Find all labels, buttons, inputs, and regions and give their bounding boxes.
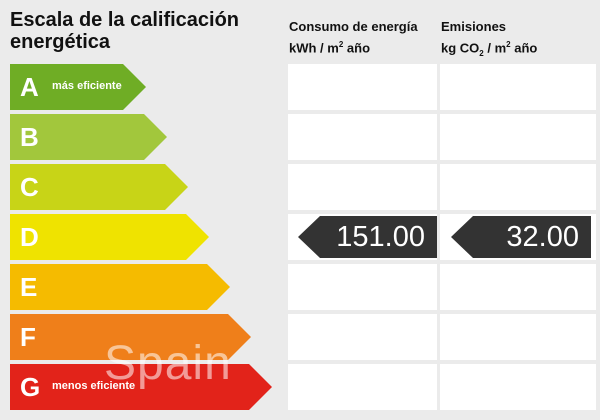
energy-cell [288, 64, 437, 110]
band-letter: B [20, 122, 39, 152]
energy-unit: kWh / m2 año [289, 40, 371, 56]
emissions-cell [440, 314, 596, 360]
emissions-cell [440, 114, 596, 160]
emissions-cell [440, 164, 596, 210]
emissions-cell [440, 64, 596, 110]
band-letter: A [20, 72, 39, 102]
rating-band-b: B [10, 114, 167, 160]
energy-cell [288, 114, 437, 160]
emissions-value: 32.00 [506, 221, 579, 253]
energy-cell [288, 164, 437, 210]
rating-band-c: C [10, 164, 188, 210]
rating-row-c: C [0, 164, 600, 210]
energy-cell [288, 364, 437, 410]
energy-value: 151.00 [336, 221, 425, 253]
rating-row-e: E [0, 264, 600, 310]
rating-band-d: D [10, 214, 209, 260]
energy-cell [288, 264, 437, 310]
rating-row-d: D 151.00 32.00 [0, 214, 600, 260]
rating-band-f: F [10, 314, 251, 360]
rating-band-e: E [10, 264, 230, 310]
emissions-cell [440, 264, 596, 310]
band-letter: F [20, 322, 36, 352]
rating-row-b: B [0, 114, 600, 160]
band-label: más eficiente [52, 80, 122, 92]
band-letter: G [20, 372, 41, 402]
band-label: menos eficiente [52, 380, 136, 392]
emissions-heading: Emisiones [441, 19, 507, 34]
band-letter: C [20, 172, 39, 202]
band-letter: D [20, 222, 39, 252]
rating-row-f: F [0, 314, 600, 360]
band-letter: E [20, 272, 38, 302]
energy-heading: Consumo de energía [289, 19, 418, 34]
energy-column-header: Consumo de energía kWh / m2 año [289, 18, 439, 57]
page-title: Escala de la calificación energética [10, 9, 240, 53]
emissions-column-header: Emisiones kg CO2 / m2 año [441, 18, 596, 63]
emissions-rating-arrow: 32.00 [451, 216, 591, 258]
energy-cell [288, 314, 437, 360]
energy-rating-arrow: 151.00 [298, 216, 437, 258]
emissions-cell [440, 364, 596, 410]
emissions-unit: kg CO2 / m2 año [441, 40, 538, 58]
